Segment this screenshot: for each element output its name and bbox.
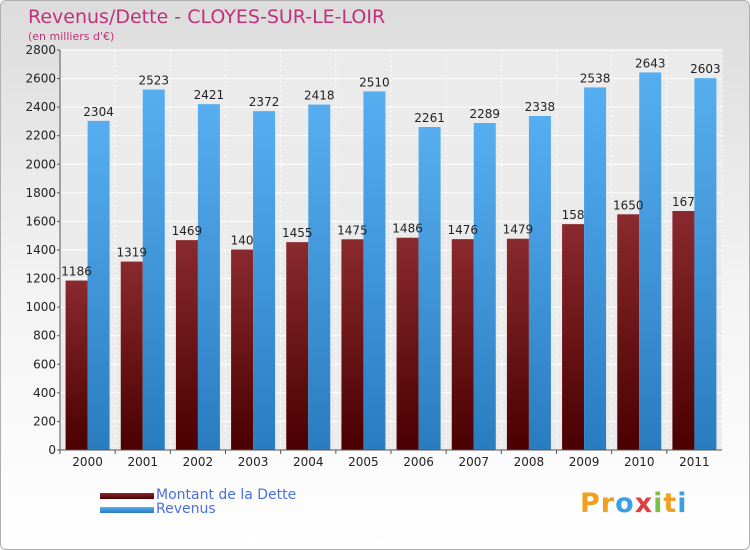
x-tick-label: 2002 — [183, 455, 214, 469]
chart-subtitle: (en milliers d'€) — [28, 30, 115, 43]
y-tick-label: 1600 — [25, 214, 56, 228]
bar-revenus — [253, 111, 276, 451]
y-tick-label: 600 — [33, 357, 56, 371]
bar-revenus — [308, 104, 331, 451]
bar-dette — [120, 261, 143, 450]
logo-letter: i — [677, 488, 688, 519]
bar-revenus — [142, 89, 165, 451]
y-tick-label: 2600 — [25, 72, 56, 86]
bar-revenus — [363, 91, 386, 450]
data-label-revenus: 2523 — [138, 74, 169, 88]
bar-dette — [451, 239, 474, 450]
bar-revenus — [418, 127, 441, 450]
bar-dette — [617, 214, 640, 450]
data-label-revenus: 2304 — [83, 105, 114, 119]
bar-dette — [231, 249, 254, 450]
x-tick-label: 2010 — [624, 455, 655, 469]
x-tick-label: 2007 — [458, 455, 489, 469]
legend-label-dette: Montant de la Dette — [156, 487, 297, 503]
bar-dette — [175, 240, 198, 450]
data-label-dette: 1469 — [172, 224, 203, 238]
legend-label-revenus: Revenus — [156, 501, 216, 517]
x-tick-label: 2006 — [403, 455, 434, 469]
y-tick-label: 0 — [48, 443, 56, 457]
legend-swatch-revenus — [100, 507, 154, 513]
data-label-dette: 1479 — [503, 223, 534, 237]
data-label-dette: 1486 — [392, 222, 423, 236]
bar-dette — [396, 237, 419, 450]
data-label-revenus: 2289 — [469, 107, 500, 121]
x-tick-label: 2004 — [293, 455, 324, 469]
x-tick-label: 2001 — [127, 455, 158, 469]
y-tick-label: 2200 — [25, 129, 56, 143]
y-tick-label: 2400 — [25, 100, 56, 114]
bar-dette — [506, 238, 529, 450]
bar-dette — [65, 280, 88, 450]
proxiti-logo: Proxiti — [580, 488, 688, 519]
logo-letter: x — [634, 488, 654, 519]
bar-revenus — [528, 116, 551, 450]
y-tick-label: 1800 — [25, 186, 56, 200]
legend-swatch-dette — [100, 493, 154, 499]
data-label-revenus: 2338 — [525, 100, 556, 114]
x-tick-label: 2000 — [72, 455, 103, 469]
bar-revenus — [694, 78, 717, 451]
data-labels: 1186 2304 1319 2523 1469 2421 140 2372 1455 2418 1… — [61, 56, 720, 278]
bar-revenus — [197, 104, 220, 451]
logo-letter: i — [653, 488, 664, 519]
y-tick-label: 2000 — [25, 157, 56, 171]
data-label-revenus: 2261 — [414, 111, 445, 125]
bar-dette — [286, 242, 309, 450]
bar-revenus — [639, 72, 662, 450]
x-tick-label: 2009 — [569, 455, 600, 469]
data-label-dette: 1186 — [61, 265, 92, 279]
data-label-dette: 1319 — [116, 246, 147, 260]
y-tick-label: 1000 — [25, 300, 56, 314]
bar-dette — [341, 239, 364, 450]
bar-dette — [562, 224, 585, 450]
data-label-dette: 167 — [672, 195, 695, 209]
x-tick-label: 2008 — [514, 455, 545, 469]
bars — [65, 72, 717, 451]
y-tick-label: 400 — [33, 386, 56, 400]
logo-letter: t — [663, 488, 678, 519]
y-tick-label: 800 — [33, 329, 56, 343]
data-label-revenus: 2510 — [359, 75, 390, 89]
x-tick-label: 2011 — [679, 455, 710, 469]
bar-dette — [672, 211, 695, 450]
data-label-revenus: 2603 — [690, 62, 721, 76]
axes: 0 200 400 600 800 1000 1200 1400 1600 1800 2000 220… — [25, 43, 722, 469]
logo-letter: P — [580, 488, 601, 519]
data-label-dette: 1455 — [282, 226, 313, 240]
data-label-revenus: 2372 — [249, 95, 280, 109]
data-label-revenus: 2418 — [304, 89, 335, 103]
data-label-dette: 140 — [231, 234, 254, 248]
logo-letter: r — [600, 488, 616, 519]
bar-revenus — [473, 123, 496, 450]
y-tick-label: 1400 — [25, 243, 56, 257]
chart-title: Revenus/Dette - CLOYES-SUR-LE-LOIR — [28, 6, 386, 28]
data-label-revenus: 2421 — [194, 88, 225, 102]
x-tick-label: 2005 — [348, 455, 379, 469]
logo-letter: o — [615, 488, 635, 519]
data-label-dette: 1476 — [447, 223, 478, 237]
data-label-dette: 1650 — [613, 198, 644, 212]
data-label-revenus: 2643 — [635, 56, 666, 70]
y-tick-label: 1200 — [25, 272, 56, 286]
bar-revenus — [584, 87, 607, 450]
data-label-revenus: 2538 — [580, 71, 611, 85]
y-tick-label: 2800 — [25, 43, 56, 57]
data-label-dette: 158 — [562, 208, 585, 222]
x-tick-label: 2003 — [238, 455, 269, 469]
data-label-dette: 1475 — [337, 223, 368, 237]
bar-revenus — [87, 120, 110, 450]
grid-lines — [59, 49, 723, 451]
y-tick-label: 200 — [33, 414, 56, 428]
